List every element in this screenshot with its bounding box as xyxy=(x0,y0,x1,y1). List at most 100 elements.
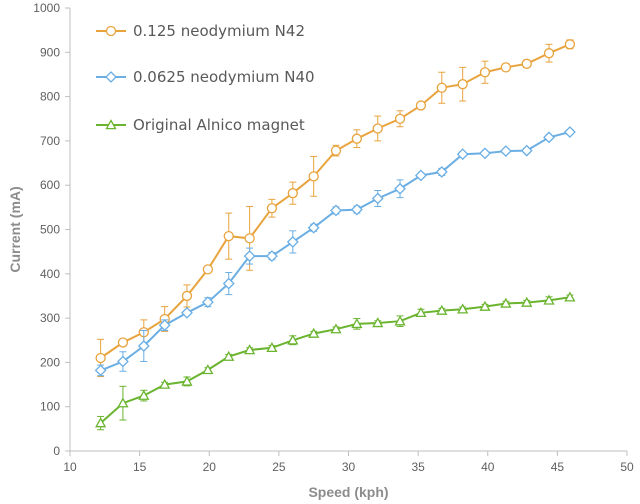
x-tick-label: 15 xyxy=(133,460,147,474)
y-tick-label: 900 xyxy=(40,45,60,59)
y-axis-title: Current (mA) xyxy=(7,186,23,272)
data-point xyxy=(330,145,342,156)
data-point xyxy=(435,165,448,178)
y-tick-label: 700 xyxy=(40,134,60,148)
data-point xyxy=(330,323,342,334)
y-tick-label: 300 xyxy=(40,311,60,325)
legend-marker xyxy=(105,25,117,37)
data-point xyxy=(564,39,576,50)
x-tick-label: 30 xyxy=(342,460,356,474)
data-point xyxy=(520,144,533,157)
data-point xyxy=(116,355,129,368)
y-tick-label: 500 xyxy=(40,223,60,237)
data-point xyxy=(330,204,342,217)
data-point xyxy=(521,296,533,307)
data-point xyxy=(436,82,447,93)
data-point xyxy=(351,133,363,144)
series-2 xyxy=(95,291,576,431)
data-point xyxy=(223,350,235,361)
legend-marker xyxy=(105,71,117,83)
legend-item: 0.0625 neodymium N40 xyxy=(96,68,315,86)
x-tick-label: 50 xyxy=(620,460,634,474)
data-point xyxy=(181,306,193,319)
data-point xyxy=(95,352,106,364)
y-tick-label: 0 xyxy=(53,444,60,458)
data-point xyxy=(521,58,532,69)
y-tick-label: 100 xyxy=(40,400,60,414)
data-point xyxy=(94,364,107,377)
data-point xyxy=(479,147,491,160)
data-point xyxy=(223,230,234,242)
data-point xyxy=(500,62,512,73)
data-point xyxy=(394,182,406,195)
legend-label: 0.125 neodymium N42 xyxy=(133,22,305,40)
data-point xyxy=(394,113,406,124)
legend-item: 0.125 neodymium N42 xyxy=(96,22,305,40)
x-axis-title: Speed (kph) xyxy=(308,484,388,500)
data-point xyxy=(244,344,256,355)
series-line xyxy=(100,131,571,372)
data-point xyxy=(287,334,299,345)
data-point xyxy=(479,67,491,78)
data-point xyxy=(563,126,576,138)
x-tick-label: 35 xyxy=(411,460,425,474)
series-line xyxy=(99,296,571,424)
data-point xyxy=(456,148,469,161)
data-point xyxy=(138,389,150,400)
data-point xyxy=(500,297,512,308)
data-point xyxy=(202,264,214,275)
data-point xyxy=(350,203,363,216)
data-point xyxy=(159,378,171,389)
series-plot-area xyxy=(94,39,576,431)
data-point xyxy=(307,221,320,234)
data-point xyxy=(564,291,576,302)
tick-labels: 10 15 20 25 30 35 40 45 500100200300400500600700… xyxy=(33,1,634,474)
data-point xyxy=(117,397,129,408)
series-1 xyxy=(94,126,576,377)
data-point xyxy=(372,123,383,134)
legend-item: Original Alnico magnet xyxy=(96,116,305,134)
data-point xyxy=(414,169,427,182)
data-point xyxy=(308,327,320,338)
data-point xyxy=(457,79,468,90)
data-point xyxy=(286,235,299,248)
data-point xyxy=(266,203,278,214)
x-tick-label: 25 xyxy=(272,460,286,474)
data-point xyxy=(201,296,214,309)
data-point xyxy=(457,303,469,314)
y-tick-label: 800 xyxy=(40,90,60,104)
data-point xyxy=(266,341,278,353)
x-tick-label: 40 xyxy=(481,460,495,474)
data-point xyxy=(158,319,171,332)
data-point xyxy=(243,250,256,262)
y-tick-label: 1000 xyxy=(33,1,60,15)
data-point xyxy=(308,171,319,182)
data-point xyxy=(265,250,278,262)
x-tick-label: 10 xyxy=(63,460,77,474)
data-point xyxy=(415,100,427,111)
legend-label: 0.0625 neodymium N40 xyxy=(133,68,315,86)
data-point xyxy=(244,233,255,244)
legend-marker xyxy=(105,119,117,130)
legend: 0.125 neodymium N42 0.0625 neodymium N40 O… xyxy=(96,22,315,134)
data-point xyxy=(117,337,129,348)
data-point xyxy=(394,315,406,326)
series-line xyxy=(100,43,571,359)
legend-label: Original Alnico magnet xyxy=(133,116,305,134)
data-point xyxy=(499,145,512,158)
series-0 xyxy=(95,39,576,378)
data-point xyxy=(543,294,555,305)
data-point xyxy=(137,340,150,352)
data-point xyxy=(222,277,235,290)
x-tick-label: 20 xyxy=(203,460,217,474)
y-tick-label: 600 xyxy=(40,178,60,192)
x-tick-label: 45 xyxy=(551,460,565,474)
data-point xyxy=(372,317,384,328)
data-point xyxy=(479,300,491,311)
data-point xyxy=(415,306,427,318)
data-point xyxy=(181,375,193,386)
data-point xyxy=(181,290,193,302)
y-tick-label: 200 xyxy=(40,355,60,369)
data-point xyxy=(543,131,555,144)
